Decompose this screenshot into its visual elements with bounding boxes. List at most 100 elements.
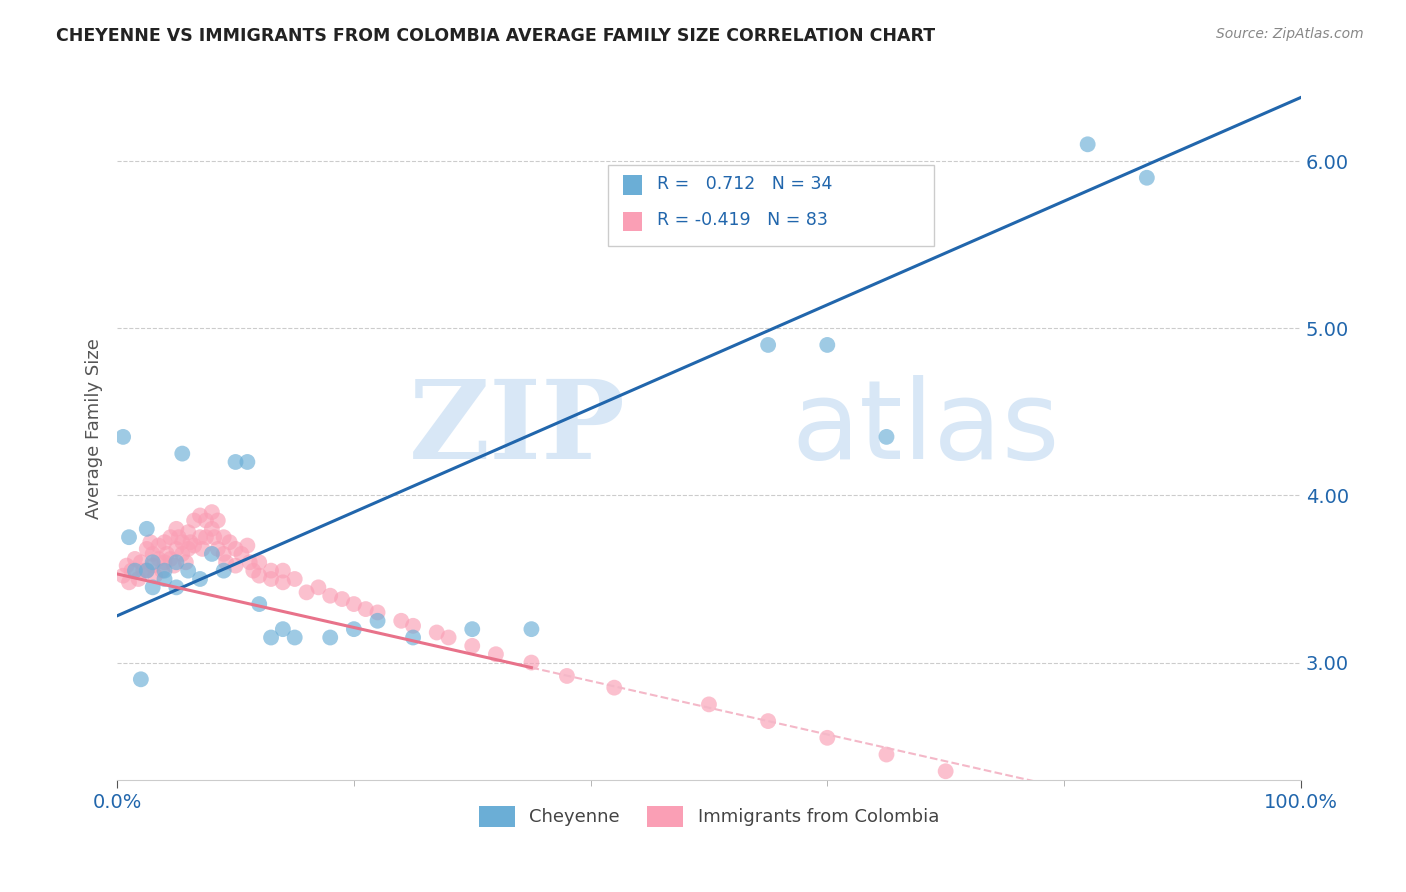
Point — [194, 513, 217, 527]
Point — [120, 564, 142, 578]
Point — [135, 564, 157, 578]
Point — [319, 589, 342, 603]
Point — [201, 522, 224, 536]
Point — [165, 555, 187, 569]
Point — [367, 606, 389, 620]
Point — [135, 564, 157, 578]
Point — [191, 541, 214, 556]
Point — [153, 564, 176, 578]
Point — [225, 455, 247, 469]
Point — [188, 508, 211, 523]
Point — [247, 568, 270, 582]
Point — [343, 597, 366, 611]
Point — [367, 614, 389, 628]
Point — [148, 539, 170, 553]
Point — [142, 580, 165, 594]
Point — [212, 564, 235, 578]
Point — [260, 564, 283, 578]
Point — [247, 555, 270, 569]
Point — [242, 564, 264, 578]
Point — [174, 555, 197, 569]
Point — [215, 555, 238, 569]
Point — [271, 575, 294, 590]
Point — [202, 530, 225, 544]
Point — [555, 669, 578, 683]
Point — [756, 338, 779, 352]
Point — [150, 564, 173, 578]
Point — [124, 564, 146, 578]
Legend: Cheyenne, Immigrants from Colombia: Cheyenne, Immigrants from Colombia — [471, 798, 946, 834]
Point — [935, 764, 957, 779]
Point — [165, 522, 187, 536]
Point — [118, 530, 141, 544]
Point — [402, 631, 425, 645]
Point — [239, 555, 262, 569]
Point — [875, 430, 897, 444]
Point — [225, 558, 247, 573]
Point — [697, 698, 720, 712]
Point — [183, 539, 205, 553]
Text: CHEYENNE VS IMMIGRANTS FROM COLOMBIA AVERAGE FAMILY SIZE CORRELATION CHART: CHEYENNE VS IMMIGRANTS FROM COLOMBIA AVE… — [56, 27, 935, 45]
Point — [135, 522, 157, 536]
Point — [437, 631, 460, 645]
Point — [124, 552, 146, 566]
Point — [142, 555, 165, 569]
Point — [271, 622, 294, 636]
Point — [165, 580, 187, 594]
Point — [188, 572, 211, 586]
Point — [143, 568, 166, 582]
Point — [330, 592, 353, 607]
Point — [284, 631, 307, 645]
Point — [875, 747, 897, 762]
Point — [172, 547, 194, 561]
Point — [177, 564, 200, 578]
Point — [271, 564, 294, 578]
Point — [118, 575, 141, 590]
Point — [177, 525, 200, 540]
Point — [319, 631, 342, 645]
Point — [1077, 137, 1099, 152]
Point — [402, 619, 425, 633]
Point — [461, 622, 484, 636]
FancyBboxPatch shape — [609, 165, 934, 246]
Point — [389, 614, 412, 628]
Point — [159, 552, 181, 566]
Point — [159, 530, 181, 544]
Text: R = -0.419   N = 83: R = -0.419 N = 83 — [657, 211, 828, 229]
Point — [260, 631, 283, 645]
Point — [207, 541, 229, 556]
Text: R =   0.712   N = 34: R = 0.712 N = 34 — [657, 175, 832, 193]
Point — [307, 580, 329, 594]
Point — [207, 513, 229, 527]
Point — [212, 547, 235, 561]
Point — [129, 673, 152, 687]
Point — [520, 622, 543, 636]
Point — [284, 572, 307, 586]
Point — [343, 622, 366, 636]
Point — [461, 639, 484, 653]
Point — [112, 568, 135, 582]
Bar — [623, 175, 643, 194]
Bar — [623, 211, 643, 231]
Point — [225, 541, 247, 556]
Point — [132, 564, 155, 578]
Point — [994, 780, 1017, 795]
Point — [231, 547, 253, 561]
Point — [115, 558, 138, 573]
Y-axis label: Average Family Size: Average Family Size — [86, 338, 103, 519]
Point — [236, 455, 259, 469]
Point — [165, 541, 187, 556]
Point — [188, 530, 211, 544]
Point — [201, 505, 224, 519]
Point — [135, 541, 157, 556]
Point — [426, 625, 449, 640]
Point — [212, 530, 235, 544]
Point — [156, 547, 179, 561]
Point — [180, 535, 202, 549]
Text: ZIP: ZIP — [409, 375, 626, 482]
Point — [218, 535, 240, 549]
Point — [153, 572, 176, 586]
Text: atlas: atlas — [792, 375, 1060, 482]
Point — [128, 572, 150, 586]
Point — [247, 597, 270, 611]
